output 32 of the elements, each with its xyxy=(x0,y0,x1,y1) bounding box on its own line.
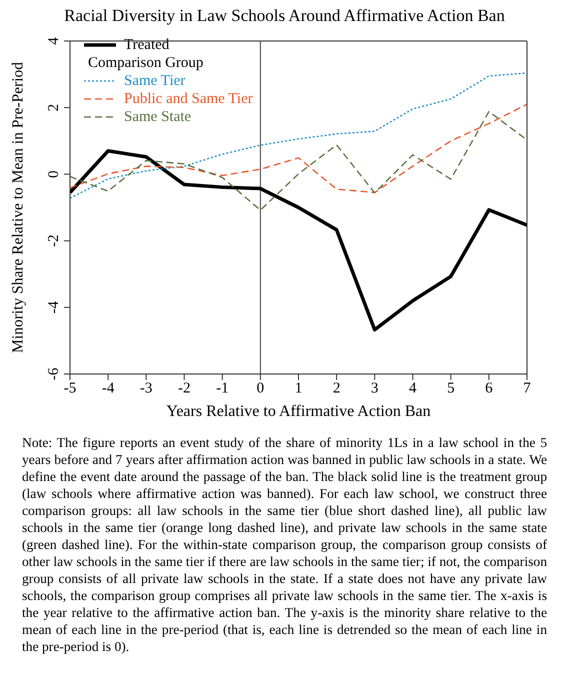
x-tick-label: 1 xyxy=(294,380,302,397)
x-tick-label: -2 xyxy=(178,380,190,397)
y-tick-label: 2 xyxy=(46,104,62,112)
x-tick-label: -1 xyxy=(216,380,229,397)
x-tick-label: 0 xyxy=(256,380,264,397)
y-tick-label: 4 xyxy=(46,36,62,45)
legend-label: Treated xyxy=(124,36,170,54)
x-tick-label: -5 xyxy=(64,380,76,397)
legend-label: Same State xyxy=(124,108,192,126)
line-series xyxy=(70,72,527,199)
x-tick-label: 5 xyxy=(447,380,455,397)
line-series xyxy=(70,104,527,194)
legend-label: Public and Same Tier xyxy=(124,90,253,108)
x-tick-label: 3 xyxy=(370,380,378,397)
x-tick-label: -3 xyxy=(140,380,152,397)
chart-title: Racial Diversity in Law Schools Around Affirmative Action Ban xyxy=(63,5,506,27)
x-tick-label: -4 xyxy=(102,380,115,397)
x-axis-title: Years Relative to Affirmative Action Ban xyxy=(166,403,431,420)
legend-label: Same Tier xyxy=(124,72,186,90)
y-tick-label: -4 xyxy=(46,300,62,314)
line-series xyxy=(70,110,527,211)
text: Note: The figure reports an event study of the share of minority 1Ls in a law school in the 5 years before and 7 years after affirmation action was banned in public law schools in a state. We define the event date around the passage of the ban. The black solid line is the treatment group (law schools where affirmative action was banned). For each law school, we construct three comparison groups: all law schools in the same tier (blue short dashed line), all public law schools in the same tier (orange long dashed line), and private law schools in the same state (green dashed line). For the within-state comparison group, the comparison group consists of other law schools in the same tier if there are law schools in the same tier; if not, the comparison group consists of all private law schools in the state. If a state does not have any private law schools, the comparison group comprises all private law schools in the same tier. The x-axis is the year relative to the affirmative action ban. The y-axis is the minority share relative to the mean of each line in the pre-period (that is, each line is detrended so the mean of each line in the pre-period is 0). xyxy=(22,435,547,654)
x-tick-label: 7 xyxy=(523,380,532,397)
y-axis-title: Minority Share Relative to Mean in Pre-Period xyxy=(10,62,27,353)
x-tick-label: 2 xyxy=(332,380,340,397)
legend-title: Comparison Group xyxy=(87,54,204,72)
line-series xyxy=(70,149,527,332)
y-tick-label: 0 xyxy=(46,170,62,178)
y-tick-label: -2 xyxy=(46,234,62,248)
x-tick-label: 6 xyxy=(485,380,494,397)
x-tick-label: 4 xyxy=(409,380,417,397)
y-tick-label: -6 xyxy=(46,367,62,380)
